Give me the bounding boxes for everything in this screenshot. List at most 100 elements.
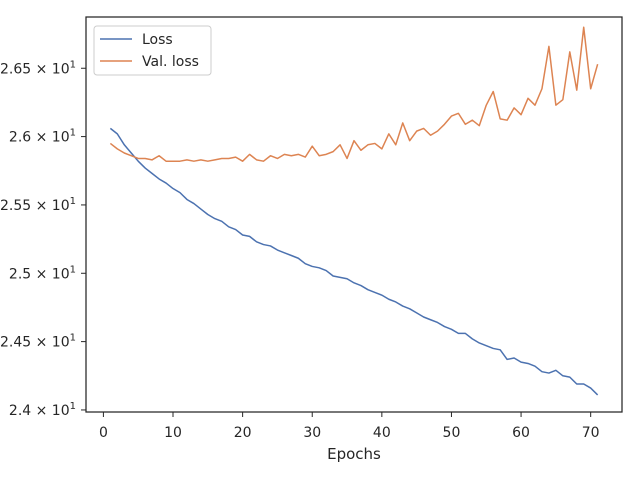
data-point-val-loss [325,153,328,156]
data-point-val-loss [151,158,154,161]
data-point-loss [533,365,536,368]
y-tick-label: 2.6 × 101 [9,128,76,146]
data-point-val-loss [464,123,467,126]
data-point-loss [137,160,140,163]
x-tick-label: 70 [582,425,600,441]
data-point-val-loss [359,149,362,152]
data-point-val-loss [506,119,509,122]
y-tick-label: 2.4 × 101 [9,401,76,419]
data-point-loss [241,234,244,237]
data-point-val-loss [527,97,530,100]
data-point-val-loss [255,158,258,161]
data-point-val-loss [339,143,342,146]
data-point-loss [471,337,474,340]
data-point-val-loss [492,90,495,93]
data-point-val-loss [290,154,293,157]
data-point-val-loss [269,154,272,157]
data-point-loss [499,348,502,351]
data-point-val-loss [499,117,502,120]
data-point-val-loss [213,158,216,161]
data-point-loss [283,251,286,254]
y-tick-label: 2.45 × 101 [0,333,76,351]
y-tick-label: 2.55 × 101 [0,196,76,214]
series-line-val-loss [109,26,599,162]
data-point-loss [172,187,175,190]
data-point-val-loss [130,154,133,157]
data-point-loss [144,167,147,170]
data-point-loss [206,213,209,216]
data-point-loss [359,284,362,287]
data-point-val-loss [178,160,181,163]
data-point-loss [220,220,223,223]
data-point-loss [485,344,488,347]
y-axis: 2.4 × 101 2.45 × 101 2.5 × 101 2.55 × 101 2.… [0,59,86,419]
data-point-val-loss [582,26,585,29]
data-point-loss [178,191,181,194]
data-point-val-loss [380,147,383,150]
data-point-loss [311,265,314,268]
series-line-loss [109,127,599,396]
data-point-loss [527,362,530,365]
data-point-val-loss [332,150,335,153]
data-point-val-loss [540,87,543,90]
data-point-loss [575,382,578,385]
data-point-val-loss [436,130,439,133]
data-point-loss [554,369,557,372]
data-point-val-loss [304,156,307,159]
data-point-loss [353,281,356,284]
data-point-loss [513,357,516,360]
data-point-val-loss [346,157,349,160]
data-point-loss [304,262,307,265]
data-point-loss [408,307,411,310]
data-point-loss [227,225,230,228]
data-point-val-loss [554,104,557,107]
data-point-loss [568,376,571,379]
data-point-loss [248,235,251,238]
data-point-loss [366,288,369,291]
data-point-loss [387,298,390,301]
data-point-loss [346,277,349,280]
data-point-loss [158,177,161,180]
data-point-val-loss [220,157,223,160]
x-tick-label: 50 [443,425,461,441]
data-point-loss [520,361,523,364]
data-point-loss [332,275,335,278]
data-point-loss [457,332,460,335]
data-point-loss [436,321,439,324]
data-point-val-loss [394,143,397,146]
data-point-loss [234,228,237,231]
data-point-val-loss [116,147,119,150]
data-point-loss [429,318,432,321]
data-point-loss [318,266,321,269]
data-point-loss [422,316,425,319]
x-tick-label: 20 [234,425,252,441]
data-point-val-loss [283,153,286,156]
data-point-loss [276,249,279,252]
data-point-loss [443,325,446,328]
x-tick-label: 30 [303,425,321,441]
data-point-val-loss [276,157,279,160]
x-tick-label: 0 [99,425,108,441]
data-point-val-loss [422,127,425,130]
data-point-val-loss [353,139,356,142]
data-point-loss [589,387,592,390]
data-point-loss [401,305,404,308]
data-point-val-loss [575,89,578,92]
data-point-val-loss [248,153,251,156]
data-point-loss [325,269,328,272]
data-point-val-loss [144,157,147,160]
data-point-val-loss [401,121,404,124]
series-layer [109,26,599,396]
data-point-loss [596,393,599,396]
data-point-val-loss [109,142,112,145]
data-point-val-loss [429,134,432,137]
data-point-loss [582,382,585,385]
data-point-val-loss [568,50,571,53]
data-point-val-loss [172,160,175,163]
data-point-loss [116,132,119,135]
data-point-loss [415,311,418,314]
data-point-val-loss [311,145,314,148]
data-point-val-loss [561,98,564,101]
